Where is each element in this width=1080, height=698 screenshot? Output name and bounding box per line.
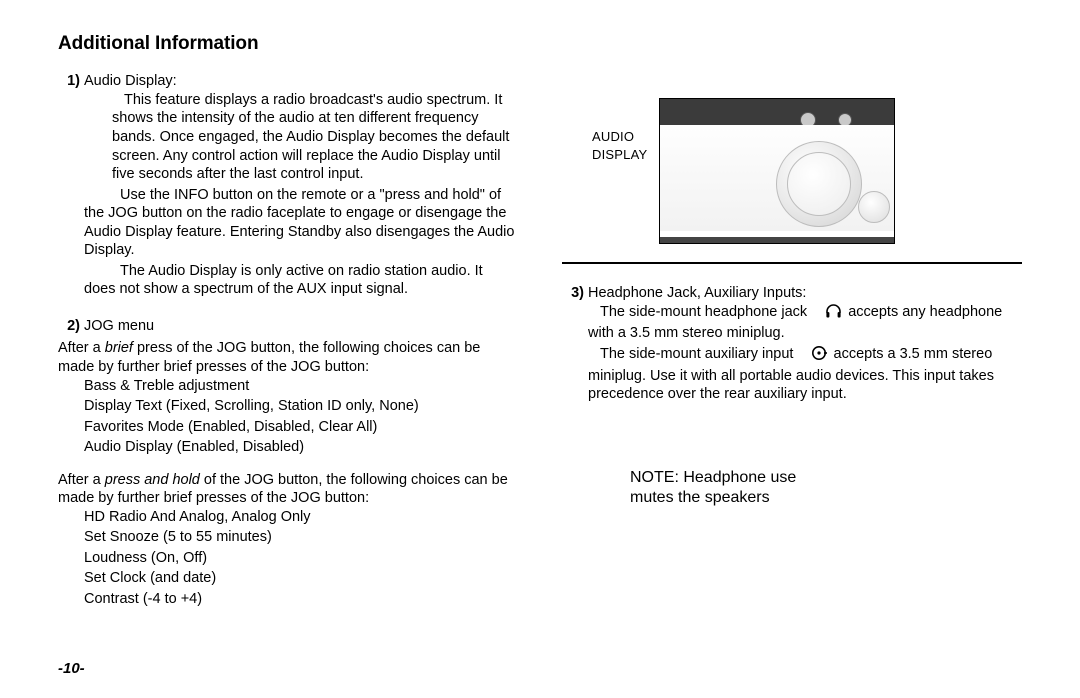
text: After a (58, 340, 105, 356)
text: The side-mount headphone jack (600, 304, 811, 320)
list-item: Set Snooze (5 to 55 minutes) (84, 528, 518, 547)
item-title: JOG menu (84, 317, 154, 336)
list-item: Audio Display (Enabled, Disabled) (84, 438, 518, 457)
text-emphasis: press and hold (105, 472, 200, 488)
paragraph: After a brief press of the JOG button, t… (58, 339, 518, 376)
note: NOTE: Headphone use mutes the speakers (562, 468, 1022, 509)
page-number: -10- (58, 659, 85, 678)
list-item: Loudness (On, Off) (84, 549, 518, 568)
list-item: HD Radio And Analog, Analog Only (84, 508, 518, 527)
aux-input-icon (799, 345, 827, 367)
item-number: 1) (58, 72, 84, 91)
figure-label: AUDIO DISPLAY (592, 98, 647, 163)
item-number: 2) (58, 317, 84, 336)
text: DISPLAY (592, 147, 647, 162)
text: AUDIO (592, 129, 634, 144)
headphone-icon (813, 304, 842, 325)
item-title: Headphone Jack, Auxiliary Inputs: (588, 284, 806, 303)
section-heading: Additional Information (58, 32, 1022, 56)
right-column: AUDIO DISPLAY 3) Headphone (562, 72, 1022, 622)
paragraph: The Audio Display is only active on radi… (58, 262, 518, 299)
list-item: Set Clock (and date) (84, 569, 518, 588)
list-item: Bass & Treble adjustment (84, 377, 518, 396)
option-list: Bass & Treble adjustment Display Text (F… (58, 377, 518, 457)
paragraph: Use the INFO button on the remote or a "… (58, 186, 518, 260)
item-jog-menu: 2) JOG menu After a brief press of the J… (58, 317, 518, 609)
paragraph: This feature displays a radio broadcast'… (58, 91, 518, 184)
text-emphasis: brief (105, 340, 133, 356)
item-number: 3) (562, 284, 588, 303)
text: The side-mount auxiliary input (600, 346, 797, 362)
text: mutes the speakers (630, 489, 770, 506)
paragraph: After a press and hold of the JOG button… (58, 471, 518, 508)
paragraph: The side-mount auxiliary input accepts a… (562, 345, 1022, 404)
columns: 1) Audio Display: This feature displays … (58, 72, 1022, 622)
text: After a (58, 472, 105, 488)
list-item: Display Text (Fixed, Scrolling, Station … (84, 397, 518, 416)
list-item: Contrast (-4 to +4) (84, 590, 518, 609)
divider (562, 262, 1022, 264)
product-photo (659, 98, 895, 244)
item-title: Audio Display: (84, 72, 177, 91)
list-item: Favorites Mode (Enabled, Disabled, Clear… (84, 418, 518, 437)
figure: AUDIO DISPLAY (562, 72, 1022, 244)
option-list: HD Radio And Analog, Analog Only Set Sno… (58, 508, 518, 609)
left-column: 1) Audio Display: This feature displays … (58, 72, 518, 622)
item-audio-display: 1) Audio Display: This feature displays … (58, 72, 518, 299)
paragraph: The side-mount headphone jack accepts an… (562, 303, 1022, 343)
page: Additional Information 1) Audio Display:… (0, 0, 1080, 698)
text: NOTE: Headphone use (630, 469, 796, 486)
item-headphone-aux: 3) Headphone Jack, Auxiliary Inputs: The… (562, 284, 1022, 403)
